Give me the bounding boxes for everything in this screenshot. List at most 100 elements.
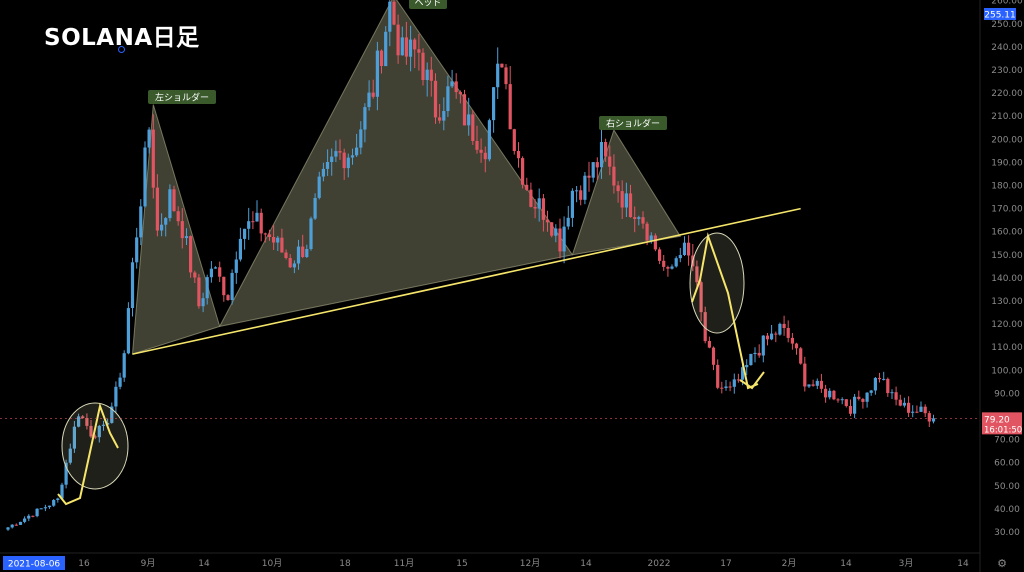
date-badge-text: 2021-08-06 [8, 560, 61, 570]
candle [550, 222, 554, 236]
candle [865, 392, 869, 402]
countdown-text: 16:01:50 [984, 425, 1022, 435]
candle [844, 399, 848, 406]
candle [720, 387, 724, 389]
x-tick-label: 14 [840, 559, 852, 569]
candle [31, 515, 35, 517]
candle [18, 521, 23, 525]
time-axis[interactable]: 16 9月 14 10月 18 11月 15 12月 14 2022 17 2月 14 3月 14 2021-… [3, 556, 1007, 570]
candle [853, 396, 857, 414]
candle [384, 31, 388, 67]
candle [587, 175, 591, 178]
candle [471, 114, 475, 141]
candle [699, 282, 703, 313]
candle [915, 411, 919, 413]
y-tick-label: 120.00 [991, 320, 1023, 330]
y-tick-label: 200.00 [991, 135, 1023, 145]
candle [620, 191, 624, 208]
candle [794, 343, 799, 349]
candle [749, 353, 753, 365]
candle [678, 255, 682, 259]
candle [23, 518, 27, 522]
candle [658, 249, 662, 261]
top-price-badge: 255.11 [984, 8, 1016, 21]
candle [545, 219, 550, 223]
candle [421, 52, 425, 80]
candle [230, 272, 234, 300]
candle [458, 92, 462, 95]
pattern-label-text: 右ショルダー [606, 118, 660, 130]
candle [728, 386, 732, 388]
candle [819, 380, 823, 389]
candle [591, 162, 595, 178]
y-tick-label: 170.00 [991, 205, 1023, 215]
candle [189, 236, 193, 273]
candle [765, 335, 770, 340]
x-tick-label: 10月 [262, 558, 282, 569]
top-price-badge-text: 255.11 [984, 11, 1016, 21]
neckline [132, 207, 801, 355]
settings-gear-icon[interactable]: ⚙ [997, 557, 1007, 570]
candle [525, 184, 529, 190]
candle [790, 337, 794, 344]
y-tick-label: 210.00 [991, 112, 1023, 122]
candle [894, 392, 898, 400]
y-tick-label: 230.00 [991, 66, 1023, 76]
candle [64, 462, 68, 485]
breakdown-zigzag-end [739, 371, 765, 390]
candle [516, 151, 521, 159]
candle [296, 246, 301, 264]
x-tick-label: 15 [456, 559, 467, 569]
candle [682, 242, 687, 255]
candle [637, 217, 641, 219]
candle [226, 295, 230, 300]
candle [828, 390, 832, 398]
candle [267, 234, 272, 237]
candle [309, 218, 313, 249]
candle [770, 333, 774, 340]
candle [371, 92, 375, 97]
candle [504, 67, 508, 85]
pattern-label-bg [148, 90, 216, 104]
candle [172, 189, 176, 212]
candle [313, 198, 317, 219]
candle [251, 221, 255, 223]
candle [757, 352, 761, 356]
candle [338, 151, 342, 153]
x-tick-label: 14 [198, 559, 210, 569]
candle [666, 267, 670, 269]
candle [869, 390, 873, 393]
y-tick-label: 150.00 [991, 251, 1023, 261]
candle [408, 39, 413, 57]
candle [118, 377, 122, 387]
candle [475, 141, 479, 150]
candle [272, 237, 276, 243]
candle [803, 363, 807, 387]
chart-grid [0, 0, 981, 572]
candle [126, 308, 130, 354]
candle [923, 406, 927, 414]
x-tick-label: 2022 [648, 559, 671, 569]
candle [604, 142, 608, 157]
candle [595, 162, 599, 168]
price-axis[interactable]: 260.00 250.00 240.00 230.00 220.00 210.00 200.… [982, 0, 1023, 538]
candle [147, 129, 151, 148]
candle [873, 377, 877, 391]
candle [68, 448, 72, 463]
candle [649, 235, 653, 241]
candle [114, 386, 118, 407]
candle [786, 328, 790, 338]
breakout-zigzag [57, 402, 119, 506]
candle [778, 323, 782, 335]
pattern-triangle [131, 104, 221, 355]
candle [218, 267, 222, 277]
candle [716, 364, 720, 388]
candle [537, 198, 541, 209]
candle [824, 388, 828, 398]
candle [81, 416, 85, 418]
candle [836, 399, 840, 401]
candle [570, 190, 574, 218]
candle [633, 217, 637, 219]
